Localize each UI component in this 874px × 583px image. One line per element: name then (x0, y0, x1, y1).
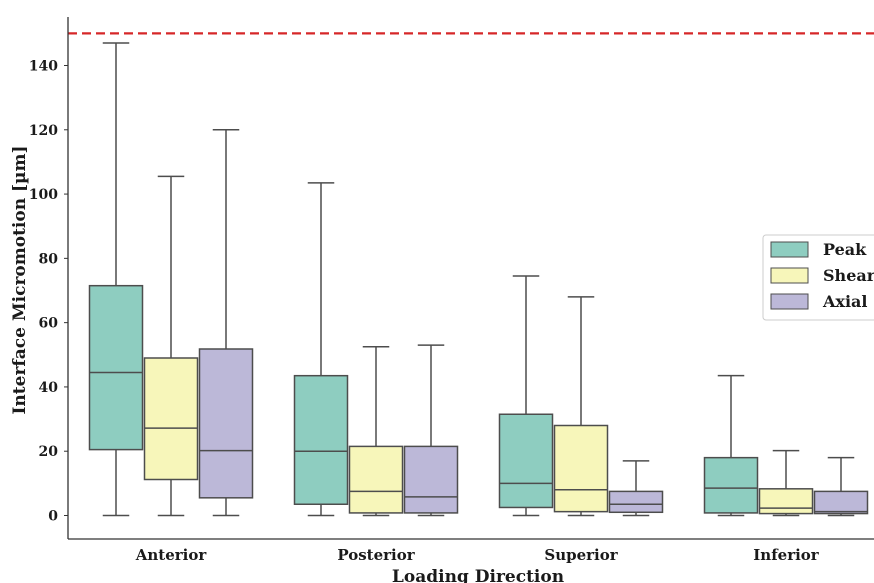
y-tick-label: 0 (48, 509, 58, 525)
y-axis-title: Interface Micromotion [µm] (10, 145, 30, 414)
y-axis-ticks: 0 20 40 60 80 100 120 140 (29, 59, 68, 525)
legend-label-peak: Peak (823, 240, 867, 259)
iqr-box (498, 413, 554, 509)
legend-label-shear: Shear (823, 266, 874, 285)
box-axial-superior (608, 460, 664, 517)
iqr-box (813, 490, 869, 515)
legend: Peak Shear Axial (762, 234, 874, 321)
legend-swatch-shear (770, 267, 809, 284)
iqr-box (348, 445, 404, 514)
box-axial-inferior (813, 456, 869, 517)
box-peak-inferior (703, 374, 759, 517)
box-axial-posterior (403, 344, 459, 517)
legend-label-axial: Axial (822, 292, 867, 311)
iqr-box (703, 456, 759, 514)
box-peak-posterior (293, 182, 349, 517)
y-tick-label: 140 (29, 59, 58, 75)
y-tick-label: 60 (39, 316, 59, 332)
iqr-box (553, 424, 609, 513)
y-tick-label: 80 (39, 251, 59, 267)
box-peak-superior (498, 275, 554, 517)
box-shear-superior (553, 296, 609, 517)
iqr-box (403, 445, 459, 514)
x-tick-label-inferior: Inferior (753, 546, 820, 564)
x-axis-ticks: Anterior Posterior Superior Inferior (135, 546, 820, 564)
y-tick-label: 40 (39, 380, 59, 396)
iqr-box (608, 490, 664, 514)
box-peak-anterior (88, 42, 144, 517)
iqr-box (198, 348, 254, 499)
x-axis-title: Loading Direction (392, 567, 564, 583)
plot-area (68, 32, 874, 517)
iqr-box (88, 284, 144, 451)
legend-swatch-peak (770, 241, 809, 258)
box-axial-anterior (198, 129, 254, 517)
iqr-box (293, 374, 349, 505)
x-tick-label-anterior: Anterior (135, 546, 208, 564)
y-tick-label: 100 (29, 187, 58, 203)
x-tick-label-superior: Superior (544, 546, 618, 564)
box-shear-posterior (348, 346, 404, 517)
box-shear-inferior (758, 449, 814, 517)
y-tick-label: 20 (39, 444, 59, 460)
x-tick-label-posterior: Posterior (337, 546, 415, 564)
legend-swatch-axial (770, 293, 809, 310)
box-shear-anterior (143, 175, 199, 517)
iqr-box (143, 357, 199, 481)
iqr-box (758, 488, 814, 515)
y-tick-label: 120 (29, 123, 58, 139)
